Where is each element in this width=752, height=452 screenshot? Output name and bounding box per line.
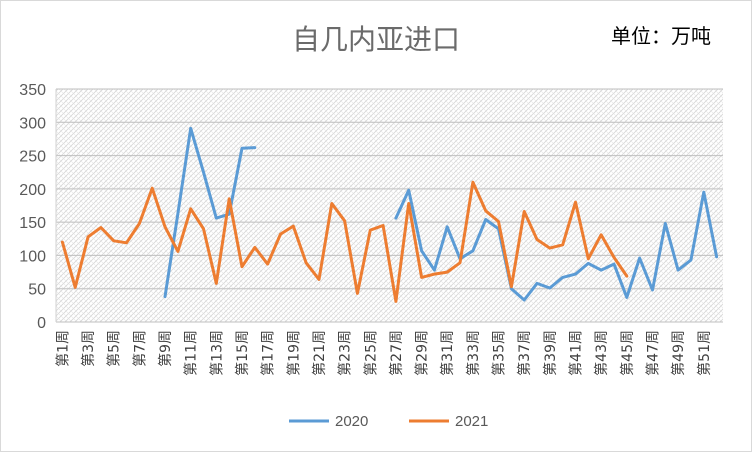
y-tick-label: 150 <box>19 215 46 232</box>
y-tick-label: 100 <box>19 248 46 265</box>
x-tick-label: 第47周 <box>644 330 661 376</box>
series-lines <box>60 126 719 303</box>
y-tick-label: 300 <box>19 115 46 132</box>
x-tick-label: 第15周 <box>234 330 251 376</box>
legend-label-2021: 2021 <box>455 413 488 430</box>
series-line-2020 <box>394 188 719 302</box>
x-tick-label: 第3周 <box>80 330 97 367</box>
x-tick-label: 第19周 <box>285 330 302 376</box>
x-tick-label: 第39周 <box>542 330 559 376</box>
x-tick-label: 第31周 <box>439 330 456 376</box>
series-line-2021 <box>60 180 629 303</box>
legend-label-2020: 2020 <box>335 413 368 430</box>
x-tick-label: 第41周 <box>567 330 584 376</box>
y-tick-label: 50 <box>28 282 46 299</box>
x-tick-label: 第29周 <box>414 330 431 376</box>
y-tick-label: 0 <box>37 315 46 332</box>
x-tick-label: 第13周 <box>208 330 225 376</box>
x-tick-label: 第49周 <box>670 330 687 376</box>
x-tick-label: 第11周 <box>183 330 200 376</box>
y-tick-label: 200 <box>19 182 46 199</box>
x-tick-label: 第45周 <box>619 330 636 376</box>
x-tick-label: 第21周 <box>311 330 328 376</box>
x-tick-label: 第17周 <box>260 330 277 376</box>
y-tick-label: 350 <box>19 82 46 99</box>
x-tick-label: 第9周 <box>157 330 174 367</box>
x-tick-label: 第5周 <box>106 330 123 367</box>
x-tick-label: 第37周 <box>516 330 533 376</box>
x-tick-label: 第51周 <box>696 330 713 376</box>
x-tick-label: 第35周 <box>491 330 508 376</box>
x-tick-label: 第7周 <box>131 330 148 367</box>
x-tick-label: 第25周 <box>362 330 379 376</box>
y-axis: 0 50 100 150 200 250 300 350 <box>19 82 46 332</box>
legend: 2020 2021 <box>289 413 488 430</box>
chart-title: 自几内亚进口 <box>292 24 460 55</box>
x-tick-label: 第23周 <box>337 330 354 376</box>
x-tick-label: 第27周 <box>388 330 405 376</box>
unit-label: 单位：万吨 <box>611 25 711 48</box>
series-line-2020 <box>163 126 257 299</box>
y-tick-label: 250 <box>19 149 46 166</box>
x-tick-label: 第33周 <box>465 330 482 376</box>
x-axis: 第1周 第3周 第5周 第7周 第9周 第11周 第13周 第15周 第17周 第19周 第21周第… <box>54 330 712 376</box>
x-tick-label: 第1周 <box>54 330 71 367</box>
x-tick-label: 第43周 <box>593 330 610 376</box>
